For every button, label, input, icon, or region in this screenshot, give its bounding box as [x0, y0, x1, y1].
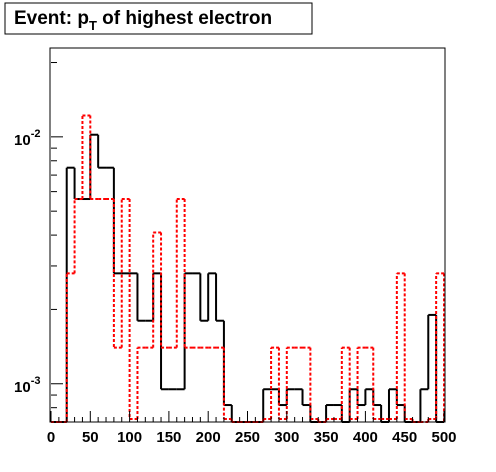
title-box: [4, 2, 313, 35]
title-main: Event: p: [14, 8, 89, 29]
x-tick-label: 100: [117, 429, 142, 446]
x-tick-label: 0: [47, 429, 55, 446]
chart-title: Event: pT of highest electron: [14, 8, 272, 33]
x-tick-label: 250: [235, 429, 260, 446]
x-tick-label: 450: [392, 429, 417, 446]
title-sub: T: [89, 18, 97, 33]
y-tick-label: 10-3: [14, 375, 40, 396]
y-tick-base: 10: [14, 379, 31, 396]
x-tick-label: 200: [196, 429, 221, 446]
y-tick-exponent: -2: [31, 128, 41, 140]
y-tick-base: 10: [14, 132, 31, 149]
x-tick-label: 500: [431, 429, 456, 446]
x-tick-label: 50: [82, 429, 99, 446]
x-tick-label: 400: [353, 429, 378, 446]
x-tick-label: 300: [274, 429, 299, 446]
title-rest: of highest electron: [97, 8, 272, 29]
y-tick-exponent: -3: [31, 375, 41, 387]
x-tick-label: 150: [156, 429, 181, 446]
x-tick-label: 350: [314, 429, 339, 446]
y-tick-label: 10-2: [14, 128, 40, 149]
